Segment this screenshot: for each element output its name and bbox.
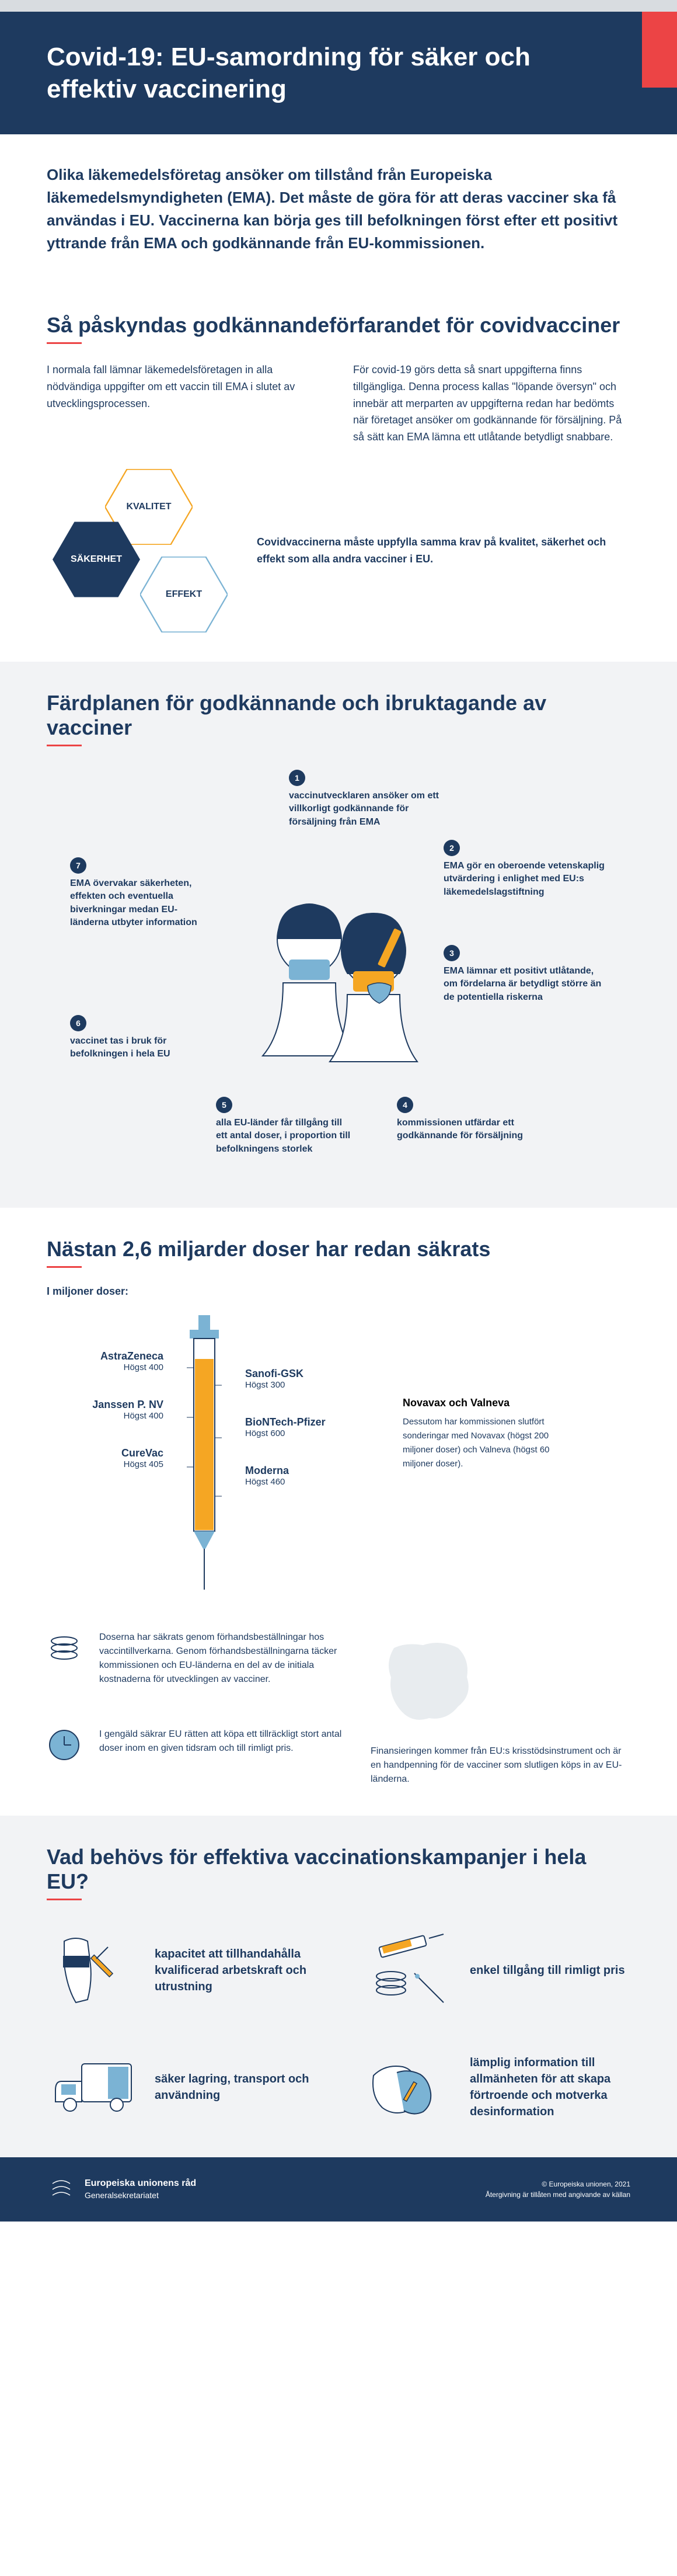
step-number: 5 <box>216 1097 232 1113</box>
roadmap-step-4: 4 kommissionen utfärdar ett godkännande … <box>397 1097 525 1143</box>
roadmap-step-2: 2 EMA gör en oberoende vetenskaplig utvä… <box>444 840 607 899</box>
eu-map-icon <box>371 1631 487 1736</box>
accel-right-text: För covid-19 görs detta så snart uppgift… <box>353 361 630 446</box>
dose-name: AstraZeneca <box>47 1350 163 1362</box>
eu-council-logo-icon <box>47 2175 76 2204</box>
step-text: EMA lämnar ett positivt utlåtande, om fö… <box>444 965 607 1004</box>
footer-dept: Generalsekretariatet <box>85 2191 159 2200</box>
campaign-info: lämplig information till allmänheten för… <box>362 2046 630 2128</box>
campaigns-section: Vad behövs för effektiva vaccinationskam… <box>0 1816 677 2157</box>
campaign-storage: säker lagring, transport och användning <box>47 2046 315 2128</box>
clock-icon <box>47 1727 82 1762</box>
doses-section: Nästan 2,6 miljarder doser har redan säk… <box>0 1208 677 1816</box>
hex-effect: EFFEKT <box>166 589 202 600</box>
accel-title: Så påskyndas godkännandeförfarandet för … <box>47 313 630 338</box>
step-number: 7 <box>70 857 86 874</box>
step-number: 1 <box>289 770 305 786</box>
step-number: 6 <box>70 1015 86 1031</box>
dose-amount: Högst 400 <box>47 1362 163 1372</box>
roadmap-step-1: 1 vaccinutvecklaren ansöker om ett villk… <box>289 770 452 829</box>
clock-text: I gengäld säkrar EU rätten att köpa ett … <box>99 1727 359 1755</box>
hexagon-diagram: KVALITET SÄKERHET EFFEKT <box>47 469 233 632</box>
page-header: Covid-19: EU-samordning för säker och ef… <box>0 12 677 134</box>
step-text: vaccinutvecklaren ansöker om ett villkor… <box>289 790 452 829</box>
coins-text: Doserna har säkrats genom förhandsbestäl… <box>99 1631 359 1687</box>
footer-copyright: © Europeiska unionen, 2021 <box>486 2179 630 2189</box>
campaign-text: kapacitet att tillhandahålla kvalificera… <box>155 1946 315 1995</box>
dose-name: Sanofi-GSK <box>245 1368 362 1380</box>
intro-section: Olika läkemedelsföretag ansöker om tills… <box>0 134 677 284</box>
step-text: EMA övervakar säkerheten, effekten och e… <box>70 877 210 930</box>
hex-safety: SÄKERHET <box>71 554 122 565</box>
campaign-capacity: kapacitet att tillhandahålla kvalificera… <box>47 1930 315 2011</box>
roadmap-step-6: 6 vaccinet tas i bruk för befolkningen i… <box>70 1015 198 1061</box>
dose-name: Moderna <box>245 1465 362 1477</box>
roadmap-step-3: 3 EMA lämnar ett positivt utlåtande, om … <box>444 945 607 1004</box>
dose-sanofi: Sanofi-GSK Högst 300 <box>245 1368 362 1390</box>
novavax-text: Dessutom har kommissionen slutfört sonde… <box>403 1415 566 1471</box>
syringe-coins-icon <box>362 1930 455 2011</box>
doses-title: Nästan 2,6 miljarder doser har redan säk… <box>47 1237 630 1261</box>
underline <box>47 1899 82 1900</box>
dose-amount: Högst 460 <box>245 1477 362 1487</box>
dose-name: CureVac <box>47 1447 163 1459</box>
step-text: EMA gör en oberoende vetenskaplig utvärd… <box>444 860 607 899</box>
roadmap-illustration <box>228 869 449 1103</box>
step-text: vaccinet tas i bruk för befolkningen i h… <box>70 1035 198 1061</box>
campaign-text: säker lagring, transport och användning <box>155 2071 315 2104</box>
intro-paragraph: Olika läkemedelsföretag ansöker om tills… <box>47 164 630 255</box>
arm-injection-icon <box>47 1930 140 2011</box>
underline <box>47 1266 82 1268</box>
dose-janssen: Janssen P. NV Högst 400 <box>47 1399 163 1421</box>
step-number: 3 <box>444 945 460 961</box>
step-text: kommissionen utfärdar ett godkännande fö… <box>397 1117 525 1143</box>
step-number: 4 <box>397 1097 413 1113</box>
novavax-info: Novavax och Valneva Dessutom har kommiss… <box>403 1315 566 1471</box>
campaign-access: enkel tillgång till rimligt pris <box>362 1930 630 2011</box>
footer-org: Europeiska unionens råd <box>85 2178 196 2188</box>
campaigns-title: Vad behövs för effektiva vaccinationskam… <box>47 1845 630 1894</box>
accel-left-text: I normala fall lämnar läkemedelsföretage… <box>47 361 324 412</box>
roadmap-step-5: 5 alla EU-länder får tillgång till ett a… <box>216 1097 356 1156</box>
campaign-text: enkel tillgång till rimligt pris <box>470 1962 625 1979</box>
roadmap-section: Färdplanen för godkännande och ibruktaga… <box>0 662 677 1208</box>
dose-amount: Högst 600 <box>245 1428 362 1438</box>
novavax-title: Novavax och Valneva <box>403 1397 566 1409</box>
dose-name: Janssen P. NV <box>47 1399 163 1411</box>
dose-astrazeneca: AstraZeneca Högst 400 <box>47 1350 163 1372</box>
step-text: alla EU-länder får tillgång till ett ant… <box>216 1117 356 1156</box>
dose-name: BioNTech-Pfizer <box>245 1416 362 1428</box>
underline <box>47 342 82 344</box>
page-title: Covid-19: EU-samordning för säker och ef… <box>47 41 572 105</box>
dose-biontech: BioNTech-Pfizer Högst 600 <box>245 1416 362 1438</box>
campaign-text: lämplig information till allmänheten för… <box>470 2054 630 2120</box>
dose-moderna: Moderna Högst 460 <box>245 1465 362 1487</box>
dose-amount: Högst 405 <box>47 1459 163 1469</box>
underline <box>47 745 82 746</box>
top-divider <box>0 0 677 12</box>
footer-note: Återgivning är tillåten med angivande av… <box>486 2189 630 2200</box>
page-footer: Europeiska unionens råd Generalsekretari… <box>0 2157 677 2222</box>
dose-curevac: CureVac Högst 405 <box>47 1447 163 1469</box>
roadmap-step-7: 7 EMA övervakar säkerheten, effekten och… <box>70 857 210 930</box>
dose-amount: Högst 300 <box>245 1380 362 1390</box>
hands-vaccine-icon <box>362 2046 455 2128</box>
acceleration-section: Så påskyndas godkännandeförfarandet för … <box>0 284 677 662</box>
map-text: Finansieringen kommer från EU:s krisstöd… <box>371 1744 630 1786</box>
hex-quality: KVALITET <box>126 502 171 512</box>
roadmap-title: Färdplanen för godkännande och ibruktaga… <box>47 691 630 740</box>
syringe-icon <box>181 1315 228 1595</box>
dose-amount: Högst 400 <box>47 1411 163 1421</box>
hex-caption: Covidvaccinerna måste uppfylla samma kra… <box>257 534 630 568</box>
step-number: 2 <box>444 840 460 856</box>
truck-icon <box>47 2046 140 2128</box>
coins-icon <box>47 1631 82 1666</box>
doses-unit: I miljoner doser: <box>47 1285 630 1298</box>
